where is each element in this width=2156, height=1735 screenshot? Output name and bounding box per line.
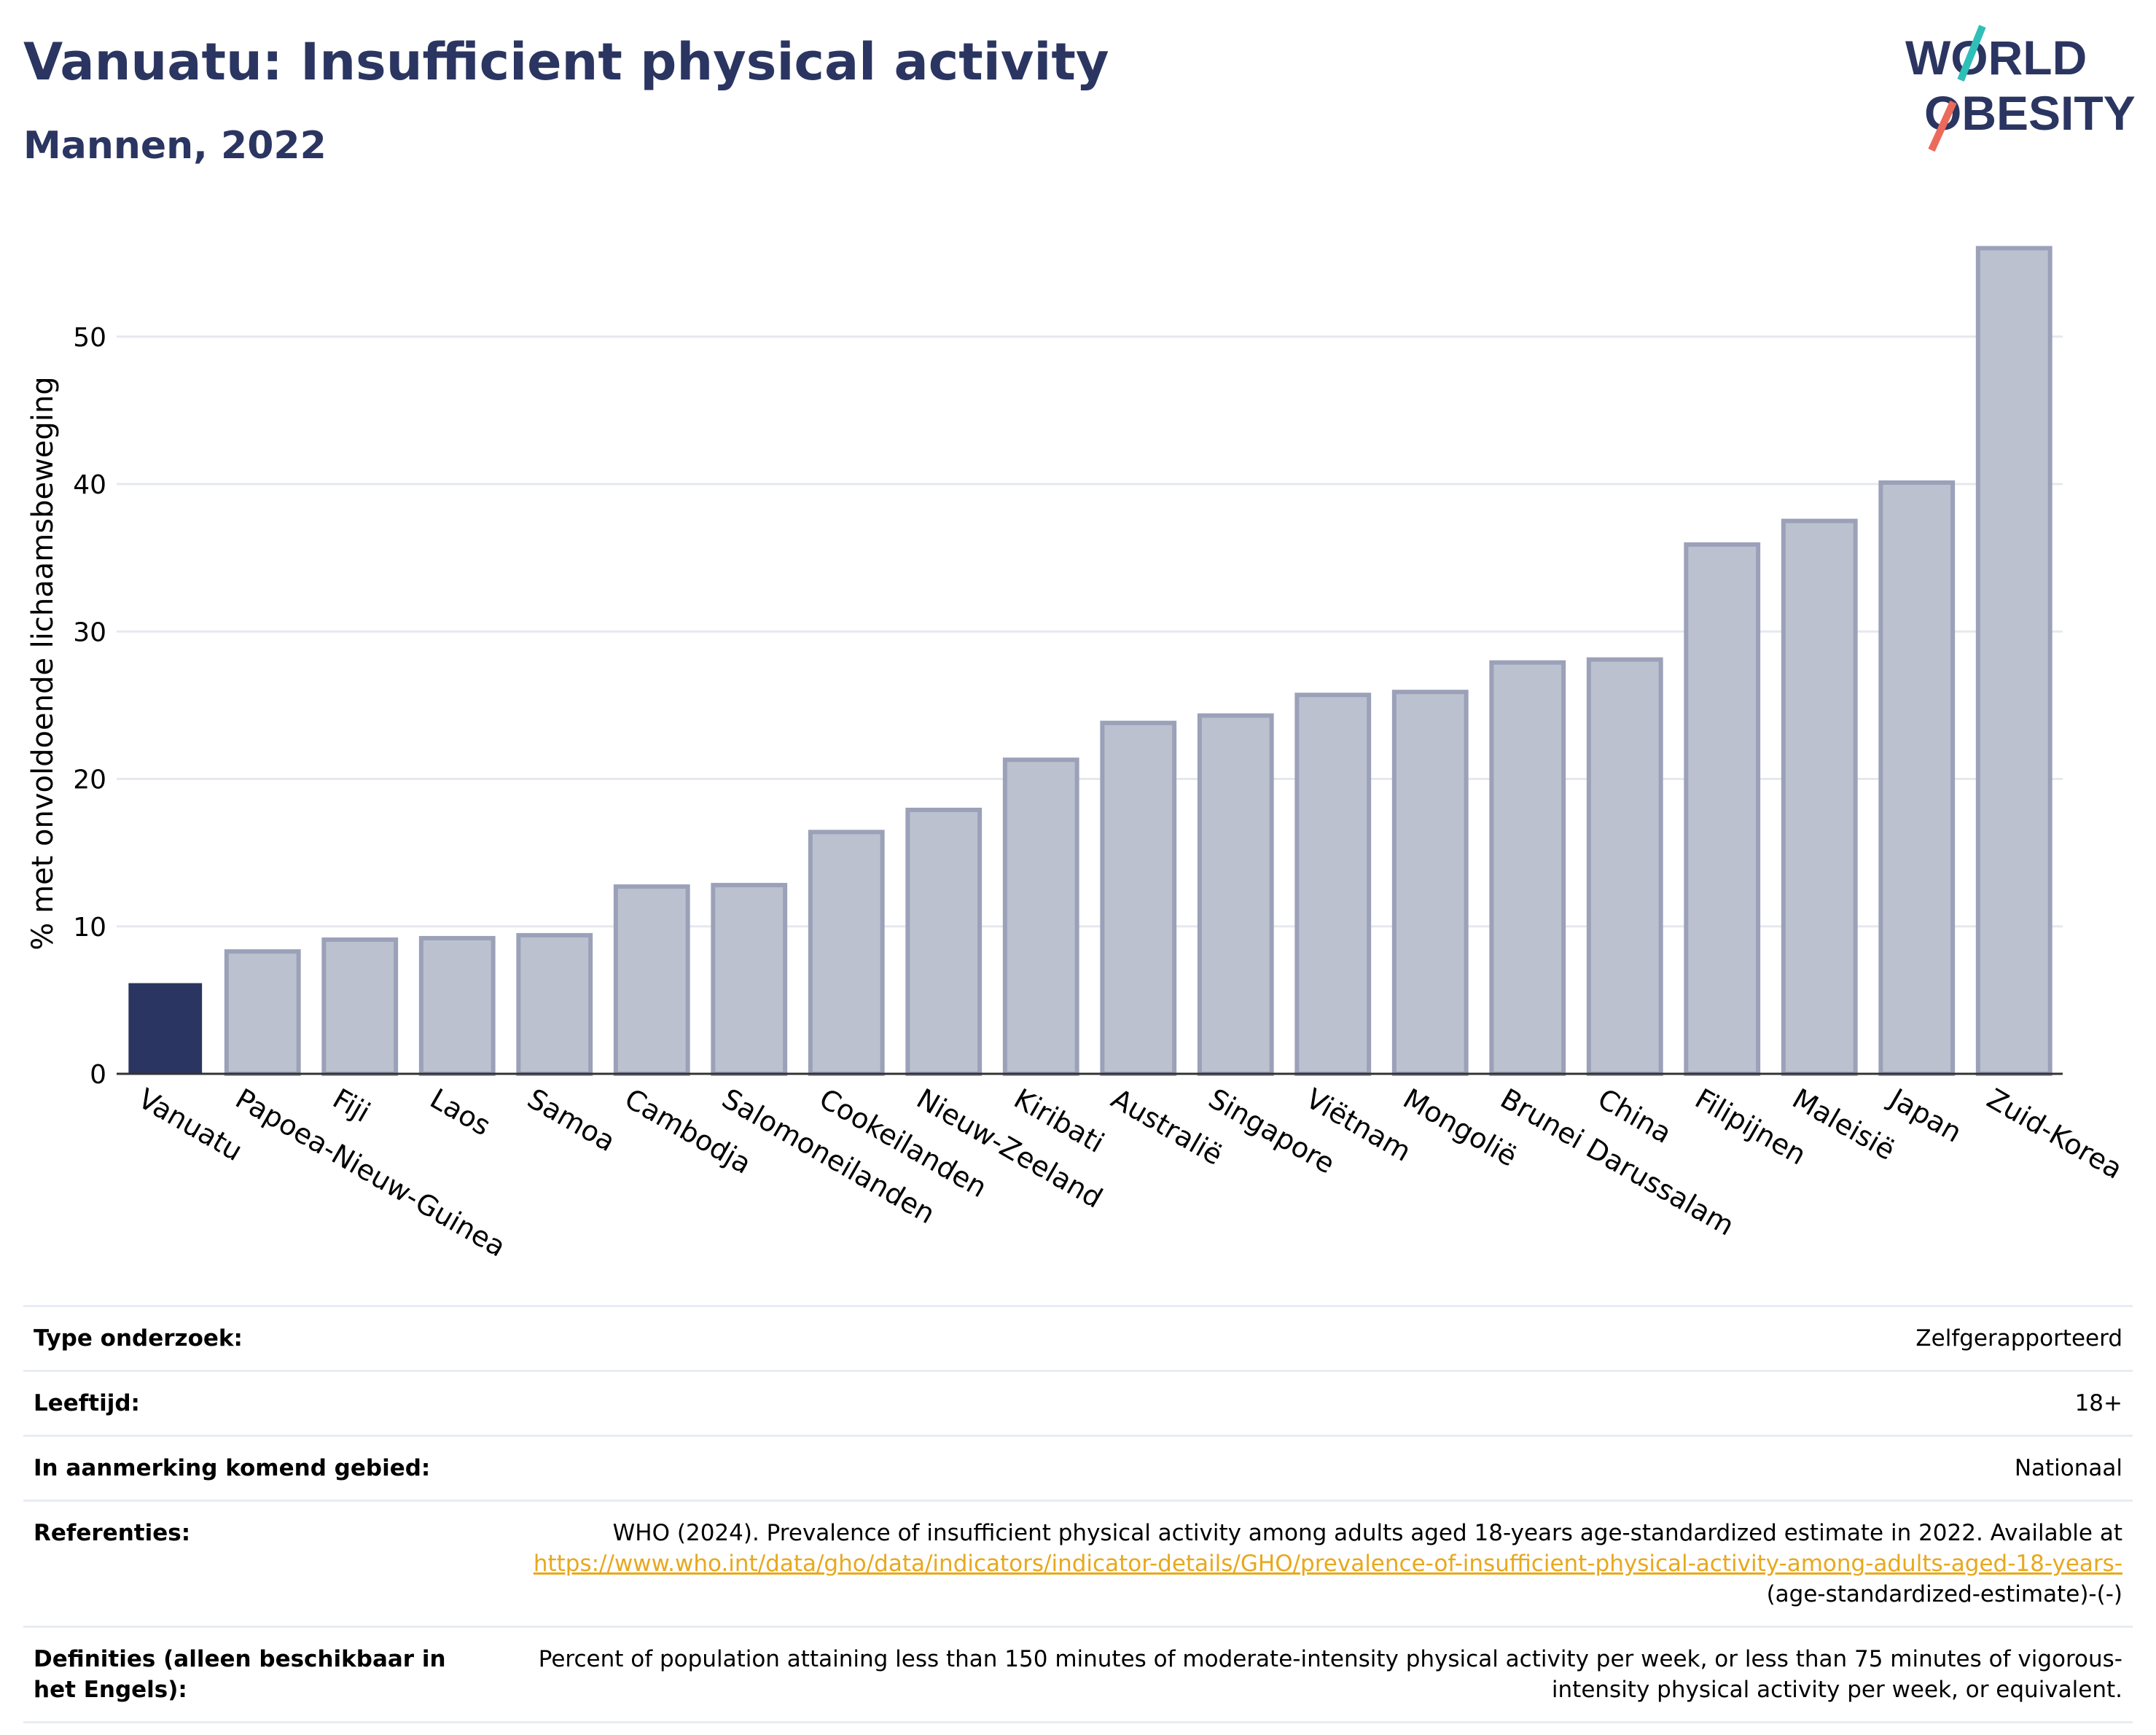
y-tick-label: 20 xyxy=(73,765,106,795)
y-tick-label: 40 xyxy=(73,470,106,500)
x-tick-label: Filipijnen xyxy=(1690,1083,1811,1171)
references-value: WHO (2024). Prevalence of insufficient p… xyxy=(519,1518,2122,1610)
area-label: In aanmerking komend gebied: xyxy=(34,1455,431,1481)
info-row-definitions: Definities (alleen beschikbaar in het En… xyxy=(23,1626,2133,1723)
info-row-references: Referenties: WHO (2024). Prevalence of i… xyxy=(23,1500,2133,1626)
survey-type-label: Type onderzoek: xyxy=(34,1325,243,1352)
info-table: Type onderzoek: Zelfgerapporteerd Leefti… xyxy=(23,1305,2133,1723)
x-tick-label: Australië xyxy=(1106,1083,1228,1171)
bar-maleisi-[interactable] xyxy=(1781,518,1858,1076)
y-axis-label: % met onvoldoende lichaamsbeweging xyxy=(26,376,60,950)
age-label: Leeftijd: xyxy=(34,1390,140,1416)
references-label: Referenties: xyxy=(34,1520,191,1546)
info-row-age: Leeftijd: 18+ xyxy=(23,1370,2133,1435)
bar-vanuatu[interactable] xyxy=(128,983,203,1075)
logo-line2: OBESITY xyxy=(1924,86,2136,140)
bar-singapore[interactable] xyxy=(1197,713,1274,1077)
age-value: 18+ xyxy=(2074,1390,2122,1416)
bar-fiji[interactable] xyxy=(321,937,399,1076)
bar-vi-tnam[interactable] xyxy=(1294,693,1372,1076)
bar-cambodja[interactable] xyxy=(613,884,690,1076)
references-tail: (age-standardized-estimate)-(-) xyxy=(1766,1581,2122,1607)
survey-type-value: Zelfgerapporteerd xyxy=(1915,1325,2122,1352)
bar-australi-[interactable] xyxy=(1100,720,1177,1076)
bar-nieuw-zeeland[interactable] xyxy=(905,807,983,1076)
x-tick-label: Fiji xyxy=(327,1083,375,1128)
page-subtitle: Mannen, 2022 xyxy=(23,124,327,168)
bar-filipijnen[interactable] xyxy=(1684,542,1761,1076)
bars xyxy=(128,246,2053,1077)
logo-line1: WORLD xyxy=(1905,31,2087,85)
y-tick-label: 10 xyxy=(73,913,106,943)
info-row-area: In aanmerking komend gebied: Nationaal xyxy=(23,1435,2133,1500)
grid-lines xyxy=(117,335,2063,928)
references-link[interactable]: https://www.who.int/data/gho/data/indica… xyxy=(533,1551,2122,1577)
world-obesity-logo: WORLD OBESITY xyxy=(1905,25,2136,152)
bar-salomoneilanden[interactable] xyxy=(711,883,788,1076)
x-tick-label: Vanuatu xyxy=(133,1083,248,1167)
y-tick-labels: 0 10 20 30 40 50 xyxy=(73,323,106,1090)
definitions-label: Definities (alleen beschikbaar in het En… xyxy=(34,1646,446,1703)
y-tick-label: 30 xyxy=(73,617,106,647)
y-tick-label: 50 xyxy=(73,323,106,353)
logo-slash-red xyxy=(1928,100,1957,152)
bar-mongoli-[interactable] xyxy=(1391,690,1469,1076)
info-row-survey-type: Type onderzoek: Zelfgerapporteerd xyxy=(23,1305,2133,1370)
bar-kiribati[interactable] xyxy=(1002,757,1079,1076)
bar-laos[interactable] xyxy=(418,935,496,1077)
bar-japan[interactable] xyxy=(1878,480,1956,1076)
bar-papoea-nieuw-guinea[interactable] xyxy=(224,949,301,1076)
x-tick-label: Laos xyxy=(425,1083,496,1142)
bar-cookeilanden[interactable] xyxy=(808,830,885,1076)
bar-samoa[interactable] xyxy=(516,932,593,1076)
bar-zuid-korea[interactable] xyxy=(1975,246,2053,1077)
definitions-value: Percent of population attaining less tha… xyxy=(538,1646,2122,1703)
bar-china[interactable] xyxy=(1586,657,1663,1076)
y-tick-label: 0 xyxy=(90,1060,106,1090)
x-tick-label: Zuid-Korea xyxy=(1982,1083,2128,1185)
area-value: Nationaal xyxy=(2014,1455,2122,1481)
x-tick-label: Samoa xyxy=(522,1083,620,1158)
references-text: WHO (2024). Prevalence of insufficient p… xyxy=(612,1520,2122,1546)
bar-brunei-darussalam[interactable] xyxy=(1489,660,1566,1076)
page-title: Vanuatu: Insufficient physical activity xyxy=(23,32,1109,92)
logo-slash-teal xyxy=(1957,25,1986,82)
